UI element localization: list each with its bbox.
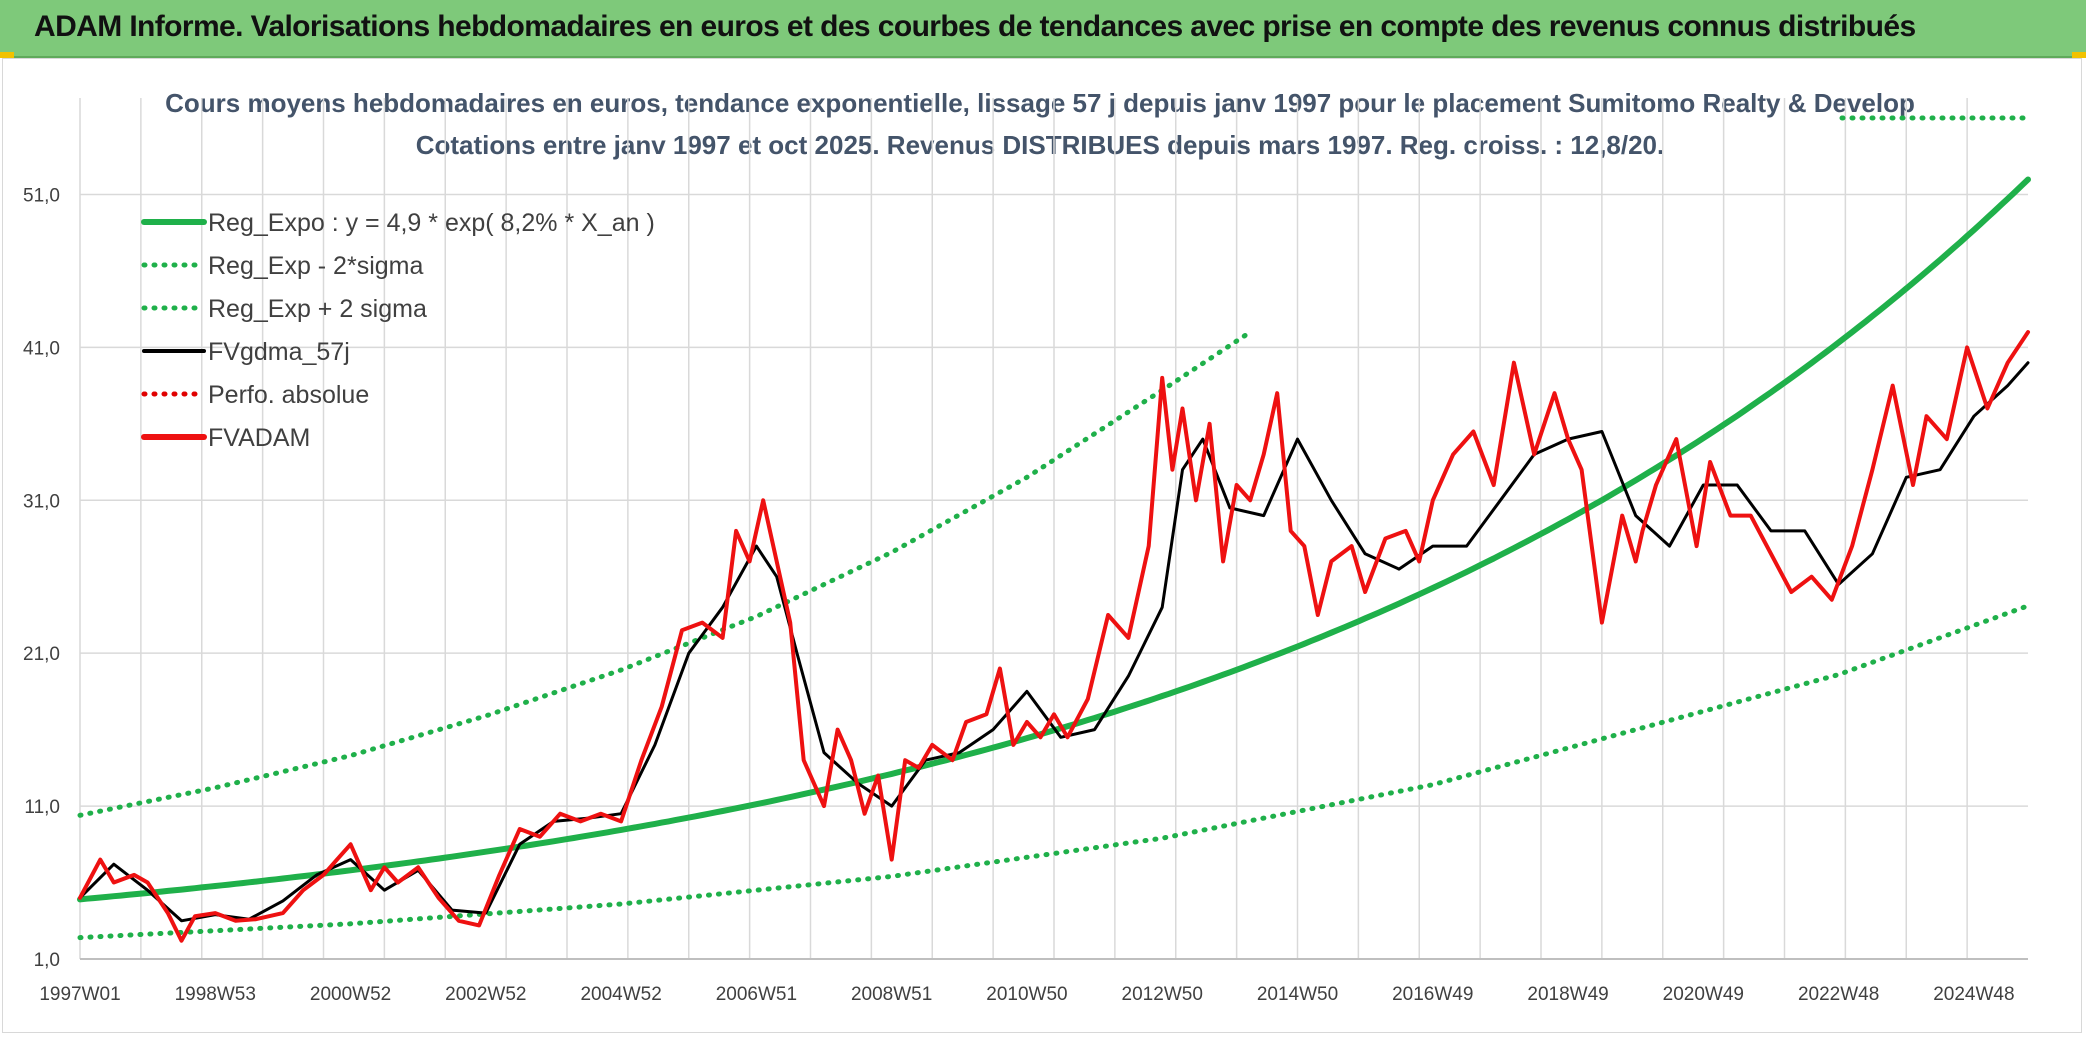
x-tick-label: 2004W52 [580,984,661,1005]
legend-label: Reg_Exp - 2*sigma [208,252,423,280]
x-tick-label: 2000W52 [310,984,391,1005]
x-axis: 1997W01 1998W53 2000W52 2002W52 2004W52 2006W… [39,984,2014,1005]
chart-legend: Reg_Expo : y = 4,9 * exp( 8,2% * X_an ) R… [141,209,655,452]
x-tick-label: 1997W01 [39,984,120,1005]
legend-label: FVADAM [208,424,310,452]
x-tick-label: 2022W48 [1798,984,1879,1005]
y-tick-label: 41,0 [23,338,60,359]
x-tick-label: 2016W49 [1392,984,1473,1005]
legend-label: Perfo. absolue [208,381,369,409]
header-banner: ADAM Informe. Valorisations hebdomadaire… [0,0,2086,58]
chart-frame [2,58,2082,1033]
x-tick-label: 2014W50 [1257,984,1338,1005]
x-tick-label: 2008W51 [851,984,932,1005]
x-tick-label: 2012W50 [1122,984,1203,1005]
y-tick-label: 51,0 [23,185,60,206]
legend-label: FVgdma_57j [208,338,350,366]
y-tick-label: 1,0 [34,950,60,971]
x-tick-label: 2020W49 [1663,984,1744,1005]
x-tick-label: 1998W53 [175,984,256,1005]
y-tick-label: 21,0 [23,644,60,665]
x-tick-label: 2010W50 [986,984,1067,1005]
corner-mark-right [2072,52,2086,58]
x-tick-label: 2002W52 [445,984,526,1005]
x-tick-label: 2018W49 [1527,984,1608,1005]
legend-label: Reg_Expo : y = 4,9 * exp( 8,2% * X_an ) [208,209,655,237]
x-tick-label: 2024W48 [1933,984,2014,1005]
legend-label: Reg_Exp + 2 sigma [208,295,427,323]
chart-title-line-1: Cours moyens hebdomadaires en euros, ten… [165,88,1915,118]
y-axis: 1,0 11,0 21,0 31,0 41,0 51,0 [23,185,60,971]
y-tick-label: 11,0 [24,797,60,818]
series-line-reg-exp-2-sigma [77,603,2031,941]
x-tick-label: 2006W51 [716,984,797,1005]
report-title: ADAM Informe. Valorisations hebdomadaire… [34,10,1916,43]
chart-series [77,115,2031,943]
chart-title-line-2: Cotations entre janv 1997 et oct 2025. R… [416,130,1665,160]
series-line-fvadam [78,330,2030,943]
series-line-reg-exp-2-sigma [77,329,1253,818]
y-tick-label: 31,0 [23,491,60,512]
corner-mark-left [0,52,14,58]
